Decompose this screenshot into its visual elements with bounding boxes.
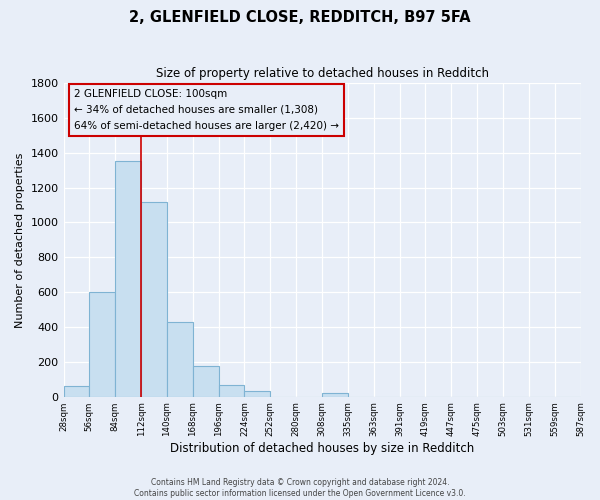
- Bar: [115, 162, 141, 396]
- Title: Size of property relative to detached houses in Redditch: Size of property relative to detached ho…: [155, 68, 488, 80]
- Bar: [64, 386, 89, 396]
- Bar: [167, 322, 193, 396]
- Bar: [193, 366, 218, 396]
- Text: 2, GLENFIELD CLOSE, REDDITCH, B97 5FA: 2, GLENFIELD CLOSE, REDDITCH, B97 5FA: [129, 10, 471, 25]
- Bar: [322, 393, 348, 396]
- Bar: [244, 390, 271, 396]
- Y-axis label: Number of detached properties: Number of detached properties: [15, 152, 25, 328]
- Bar: [89, 292, 115, 397]
- Bar: [218, 386, 244, 396]
- Text: Contains HM Land Registry data © Crown copyright and database right 2024.
Contai: Contains HM Land Registry data © Crown c…: [134, 478, 466, 498]
- X-axis label: Distribution of detached houses by size in Redditch: Distribution of detached houses by size …: [170, 442, 474, 455]
- Text: 2 GLENFIELD CLOSE: 100sqm
← 34% of detached houses are smaller (1,308)
64% of se: 2 GLENFIELD CLOSE: 100sqm ← 34% of detac…: [74, 90, 339, 130]
- Bar: [141, 202, 167, 396]
